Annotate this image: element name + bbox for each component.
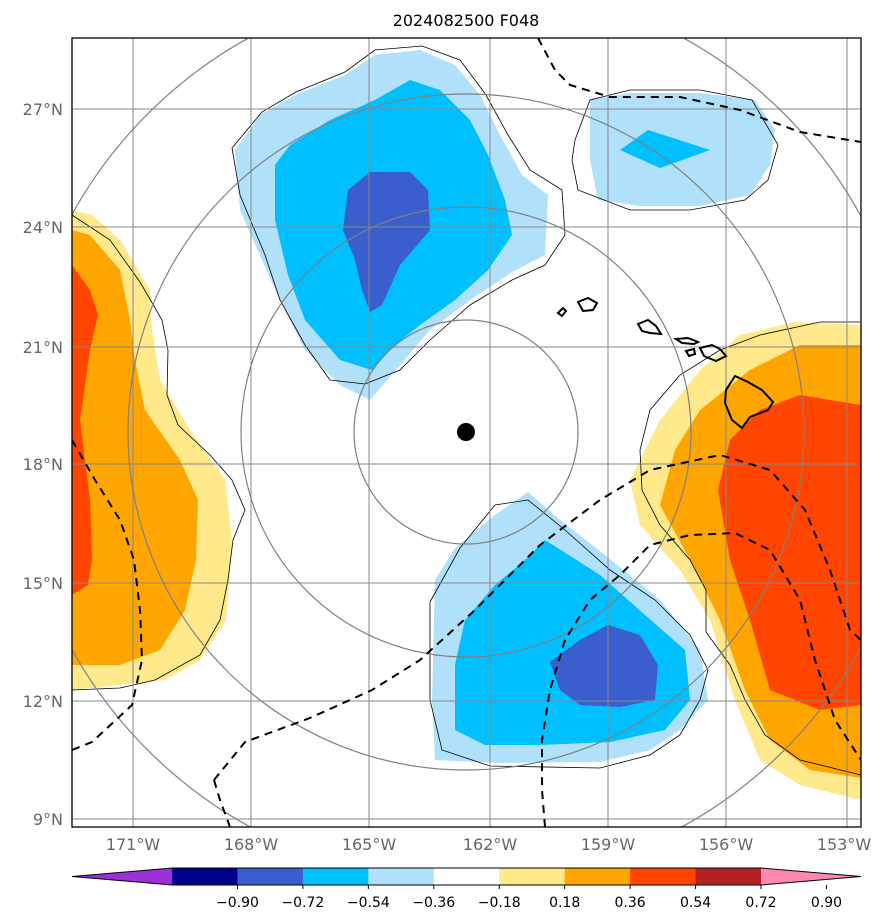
colorbar-segment [695, 868, 762, 885]
anomaly-outline-contours [72, 45, 861, 776]
kauai-island [576, 296, 599, 313]
colorbar-segment [237, 868, 304, 885]
colorbar-tick-label: 0.72 [745, 895, 776, 911]
colorbar-tick-label: 0.36 [615, 895, 646, 911]
lat-label: 21°N [23, 338, 63, 357]
colorbar-outline [71, 867, 862, 886]
lon-label: 162°W [463, 835, 518, 854]
colorbar-tick-label: 0.18 [549, 895, 580, 911]
hawaii-coastlines [556, 296, 775, 430]
colorbar-segment [433, 868, 500, 885]
map-frame [71, 37, 862, 828]
colorbar-extend-high [761, 868, 861, 885]
big-island-hawaii [723, 374, 775, 430]
lon-label: 171°W [106, 835, 161, 854]
lon-label: 168°W [224, 835, 279, 854]
colorbar: −0.90 −0.72 −0.54 −0.36 −0.18 0.18 0.36 0.54 0.7… [71, 867, 862, 911]
lon-label: 159°W [581, 835, 636, 854]
lat-label: 24°N [23, 218, 63, 237]
colorbar-tick-label: −0.72 [281, 895, 324, 911]
positive-anomaly-west [72, 210, 232, 690]
map-plot-area [72, 38, 861, 827]
lat-label: 15°N [23, 574, 63, 593]
colorbar-segment [368, 868, 435, 885]
latitude-labels: 27°N 24°N 21°N 18°N 15°N 12°N 9°N [23, 100, 63, 829]
lon-label: 156°W [699, 835, 754, 854]
oahu-island [636, 318, 663, 336]
colorbar-segment [564, 868, 631, 885]
negative-anomaly-south [432, 492, 708, 763]
colorbar-extend-low [72, 868, 172, 885]
storm-center-marker [457, 423, 475, 441]
longitude-labels: 171°W 168°W 165°W 162°W 159°W 156°W 153°… [106, 835, 872, 854]
map-title: 2024082500 F048 [393, 11, 540, 30]
colorbar-tick-label: 0.54 [680, 895, 711, 911]
lat-label: 9°N [33, 810, 63, 829]
lon-label: 165°W [342, 835, 397, 854]
molokai-island [673, 336, 701, 346]
niihau-island [556, 306, 568, 318]
lat-lon-gridlines [72, 38, 861, 827]
colorbar-tick-label: −0.36 [412, 895, 455, 911]
dashed-contours [72, 38, 861, 827]
colorbar-segment [499, 868, 566, 885]
lat-label: 27°N [23, 100, 63, 119]
colorbar-tick-label: −0.54 [347, 895, 390, 911]
colorbar-tick-label: −0.90 [216, 895, 259, 911]
range-rings [72, 38, 861, 827]
lanai-island [684, 347, 697, 358]
colorbar-tick-label: 0.90 [811, 895, 842, 911]
lon-label: 153°W [817, 835, 872, 854]
colorbar-segment [630, 868, 697, 885]
colorbar-segment [302, 868, 369, 885]
colorbar-tick-label: −0.18 [478, 895, 521, 911]
lat-label: 18°N [23, 455, 63, 474]
colorbar-segment [172, 868, 238, 885]
maui-island [698, 343, 728, 363]
negative-anomaly-northeast [590, 93, 775, 206]
positive-anomaly-east [630, 322, 861, 800]
lat-label: 12°N [23, 692, 63, 711]
negative-anomaly-north [235, 50, 548, 400]
